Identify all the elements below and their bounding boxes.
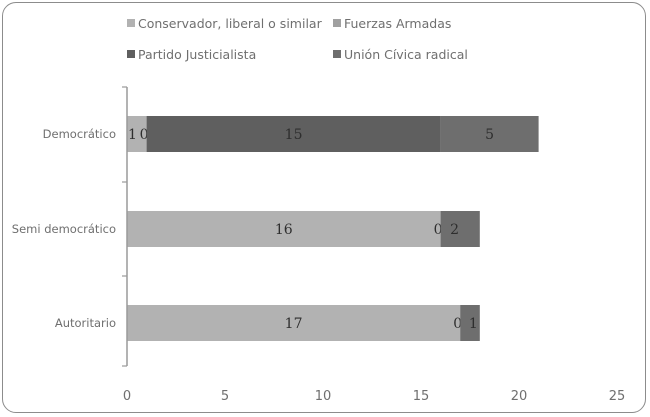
legend-label-4: Unión Cívica radical [344, 47, 468, 62]
axes: Democrático Semi democrático Autoritario 0 5… [12, 86, 626, 404]
data-label-2-1: 16 [275, 222, 293, 238]
x-tick-label-1: 0 [123, 389, 131, 404]
legend-label-3: Partido Justicialista [138, 47, 256, 62]
legend-label-1: Conservador, liberal o similar [138, 16, 323, 31]
data-label-3-4: 1 [469, 316, 478, 332]
bar-3-1 [127, 305, 461, 341]
chart-frame [2, 2, 646, 413]
data-label-3-1: 17 [285, 316, 303, 332]
legend-swatch-2 [333, 19, 341, 27]
data-label-2-4: 2 [450, 222, 459, 238]
data-label-1-4: 5 [485, 127, 494, 143]
x-tick-label-5: 20 [511, 389, 528, 404]
x-tick-label-6: 25 [609, 389, 626, 404]
legend-swatch-1 [127, 19, 135, 27]
bar-2-1 [127, 211, 441, 247]
data-label-1-2: 0 [140, 127, 149, 143]
y-tick-label-2: Semi democrático [12, 222, 116, 236]
x-tick-label-2: 5 [221, 389, 229, 404]
y-tick-label-3: Autoritario [55, 316, 116, 330]
bars: 1 0 15 516 0 217 0 1 [127, 116, 539, 341]
bar-1-1 [127, 116, 147, 152]
data-label-3-2: 0 [453, 316, 462, 332]
data-label-1-3: 15 [285, 127, 303, 143]
bar-3-4 [460, 305, 480, 341]
legend-label-2: Fuerzas Armadas [344, 16, 451, 31]
data-label-2-2: 0 [434, 222, 443, 238]
x-tick-label-4: 15 [413, 389, 430, 404]
bar-1-4 [440, 116, 539, 152]
bar-1-3 [146, 116, 441, 152]
data-label-1-1: 1 [128, 127, 137, 143]
x-tick-label-3: 10 [315, 389, 332, 404]
y-tick-label-1: Democrático [43, 127, 116, 141]
legend-swatch-3 [127, 50, 135, 58]
legend: Conservador, liberal o similar Fuerzas Ar… [127, 16, 468, 62]
bar-2-4 [440, 211, 480, 247]
legend-swatch-4 [333, 50, 341, 58]
